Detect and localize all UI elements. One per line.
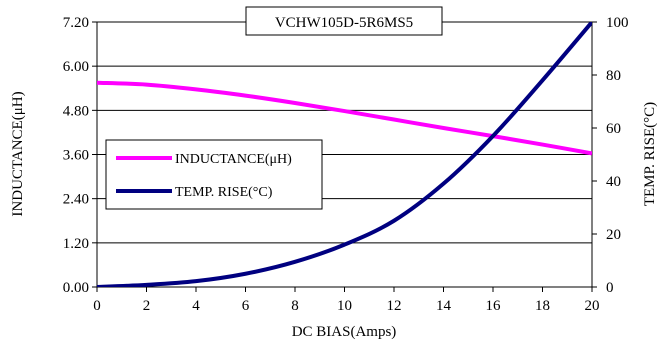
y2-axis-ticks: 0 20 40 60 80 100	[592, 15, 629, 296]
y-tick-label: 6.00	[63, 59, 89, 75]
y2-tick-label: 80	[606, 68, 621, 84]
chart-title-text: VCHW105D-5R6MS5	[275, 15, 413, 31]
x-axis-label: DC BIAS(Amps)	[292, 324, 397, 340]
legend-label-inductance: INDUCTANCE(μH)	[175, 152, 292, 167]
x-tick-label: 12	[387, 298, 402, 314]
y2-tick-label: 60	[606, 121, 621, 137]
x-tick-label: 16	[486, 298, 502, 314]
y2-tick-label: 100	[606, 15, 629, 31]
y2-tick-label: 40	[606, 174, 621, 190]
chart-title: VCHW105D-5R6MS5	[245, 6, 443, 36]
x-axis-ticks: 0 2 4 6 8 10 12 14 16 18 20	[93, 287, 600, 314]
y-tick-label: 7.20	[63, 15, 89, 31]
y-axis-ticks: 0.00 1.20 2.40 3.60 4.80 6.00 7.20	[63, 15, 97, 296]
legend-box	[105, 139, 323, 210]
y2-tick-label: 20	[606, 227, 621, 243]
series-layer	[97, 22, 592, 287]
y-tick-label: 3.60	[63, 148, 89, 164]
y-tick-label: 2.40	[63, 192, 89, 208]
series-line-inductance	[97, 80, 592, 156]
series-line-temp-rise	[97, 22, 592, 287]
legend-label-temp-rise: TEMP. RISE(°C)	[175, 185, 273, 200]
x-tick-label: 18	[535, 298, 550, 314]
legend: INDUCTANCE(μH) TEMP. RISE(°C)	[105, 139, 323, 210]
x-tick-label: 14	[436, 298, 452, 314]
x-tick-label: 8	[291, 298, 299, 314]
y2-tick-label: 0	[606, 280, 614, 296]
x-tick-label: 0	[93, 298, 101, 314]
x-tick-label: 6	[242, 298, 250, 314]
x-tick-label: 2	[143, 298, 151, 314]
y-axis-label: INDUCTANCE(μH)	[10, 91, 26, 216]
y-tick-label: 0.00	[63, 280, 89, 296]
x-tick-label: 20	[585, 298, 600, 314]
y-tick-label: 1.20	[63, 236, 89, 252]
x-tick-label: 4	[192, 298, 200, 314]
x-tick-label: 10	[337, 298, 352, 314]
y-tick-label: 4.80	[63, 103, 89, 119]
y2-axis-label: TEMP. RISE(°C)	[642, 102, 658, 206]
